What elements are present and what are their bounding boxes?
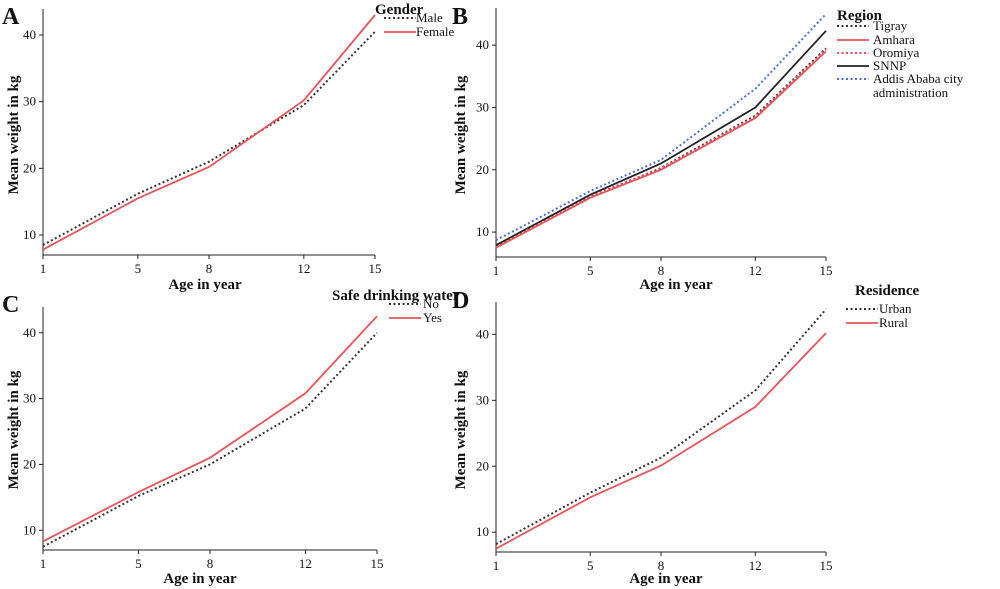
x-tick-label: 1 — [40, 556, 47, 571]
y-tick-label: 10 — [476, 524, 489, 539]
y-tick-label: 40 — [476, 37, 489, 52]
legend-title: Safe drinking water — [332, 288, 460, 304]
x-tick-label: 15 — [371, 556, 384, 571]
x-tick-label: 5 — [587, 558, 594, 573]
x-tick-label: 15 — [369, 261, 382, 276]
y-tick-label: 10 — [23, 522, 36, 537]
legend-entry: Tigray — [873, 18, 908, 33]
series-line-amhara — [495, 50, 827, 249]
series-line-yes — [42, 315, 378, 543]
y-tick-label: 10 — [476, 224, 489, 239]
panel-letter: D — [452, 288, 469, 314]
x-tick-label: 5 — [135, 556, 142, 571]
x-tick-label: 1 — [493, 558, 500, 573]
y-tick-label: 30 — [476, 392, 489, 407]
x-tick-label: 5 — [587, 263, 594, 278]
y-tick-label: 40 — [23, 325, 36, 340]
y-axis-label: Mean weight in kg — [6, 370, 22, 489]
x-tick-label: 12 — [299, 556, 312, 571]
y-tick-label: 20 — [23, 456, 36, 471]
series-line-tigray — [495, 47, 827, 247]
series-line-addis-ababa-city-administration — [495, 13, 827, 242]
series-line-urban — [495, 308, 827, 545]
x-tick-label: 8 — [207, 556, 214, 571]
y-axis-label: Mean weight in kg — [453, 75, 469, 194]
y-tick-label: 10 — [23, 227, 36, 242]
x-tick-label: 12 — [749, 263, 762, 278]
series-line-oromiya — [495, 48, 827, 248]
panel-letter: B — [452, 4, 468, 30]
y-tick-label: 40 — [23, 27, 36, 42]
x-tick-label: 1 — [493, 263, 500, 278]
x-tick-label: 12 — [297, 261, 310, 276]
x-tick-label: 1 — [40, 261, 47, 276]
x-tick-label: 8 — [658, 558, 665, 573]
legend-entry: Amhara — [873, 32, 915, 47]
panel-letter: C — [2, 292, 19, 318]
legend-entry: Male — [416, 10, 443, 25]
legend-entry: Oromiya — [873, 45, 919, 60]
y-tick-label: 20 — [23, 160, 36, 175]
legend-entry: Urban — [879, 301, 912, 316]
legend-title: Region — [837, 8, 883, 24]
panel-letter: A — [2, 4, 20, 30]
y-tick-label: 20 — [476, 162, 489, 177]
legend-entry: Addis Ababa city administration — [873, 71, 964, 100]
x-axis-label: Age in year — [639, 277, 713, 293]
legend-title: Residence — [855, 283, 919, 299]
legend-entry: Yes — [423, 310, 442, 325]
y-tick-label: 30 — [476, 99, 489, 114]
x-axis-label: Age in year — [163, 571, 237, 587]
series-line-no — [42, 332, 378, 548]
y-tick-label: 30 — [23, 391, 36, 406]
x-tick-label: 8 — [658, 263, 665, 278]
y-tick-label: 20 — [476, 458, 489, 473]
y-tick-label: 40 — [476, 326, 489, 341]
y-tick-label: 30 — [23, 94, 36, 109]
legend-entry: Rural — [879, 315, 908, 330]
series-line-snnp — [495, 30, 827, 246]
x-tick-label: 12 — [749, 558, 762, 573]
y-axis-label: Mean weight in kg — [453, 370, 469, 489]
x-tick-label: 5 — [135, 261, 142, 276]
legend-title: Gender — [375, 2, 424, 18]
x-axis-label: Age in year — [629, 571, 703, 587]
legend-entry: Female — [416, 24, 454, 39]
x-axis-label: Age in year — [168, 277, 242, 293]
legend-entry: SNNP — [873, 58, 906, 73]
series-line-rural — [495, 332, 827, 550]
series-line-male — [42, 31, 376, 246]
x-tick-label: 8 — [206, 261, 213, 276]
series-line-female — [42, 14, 376, 251]
x-tick-label: 15 — [820, 263, 833, 278]
y-axis-label: Mean weight in kg — [6, 75, 22, 194]
x-tick-label: 15 — [820, 558, 833, 573]
legend-entry: No — [423, 296, 439, 311]
